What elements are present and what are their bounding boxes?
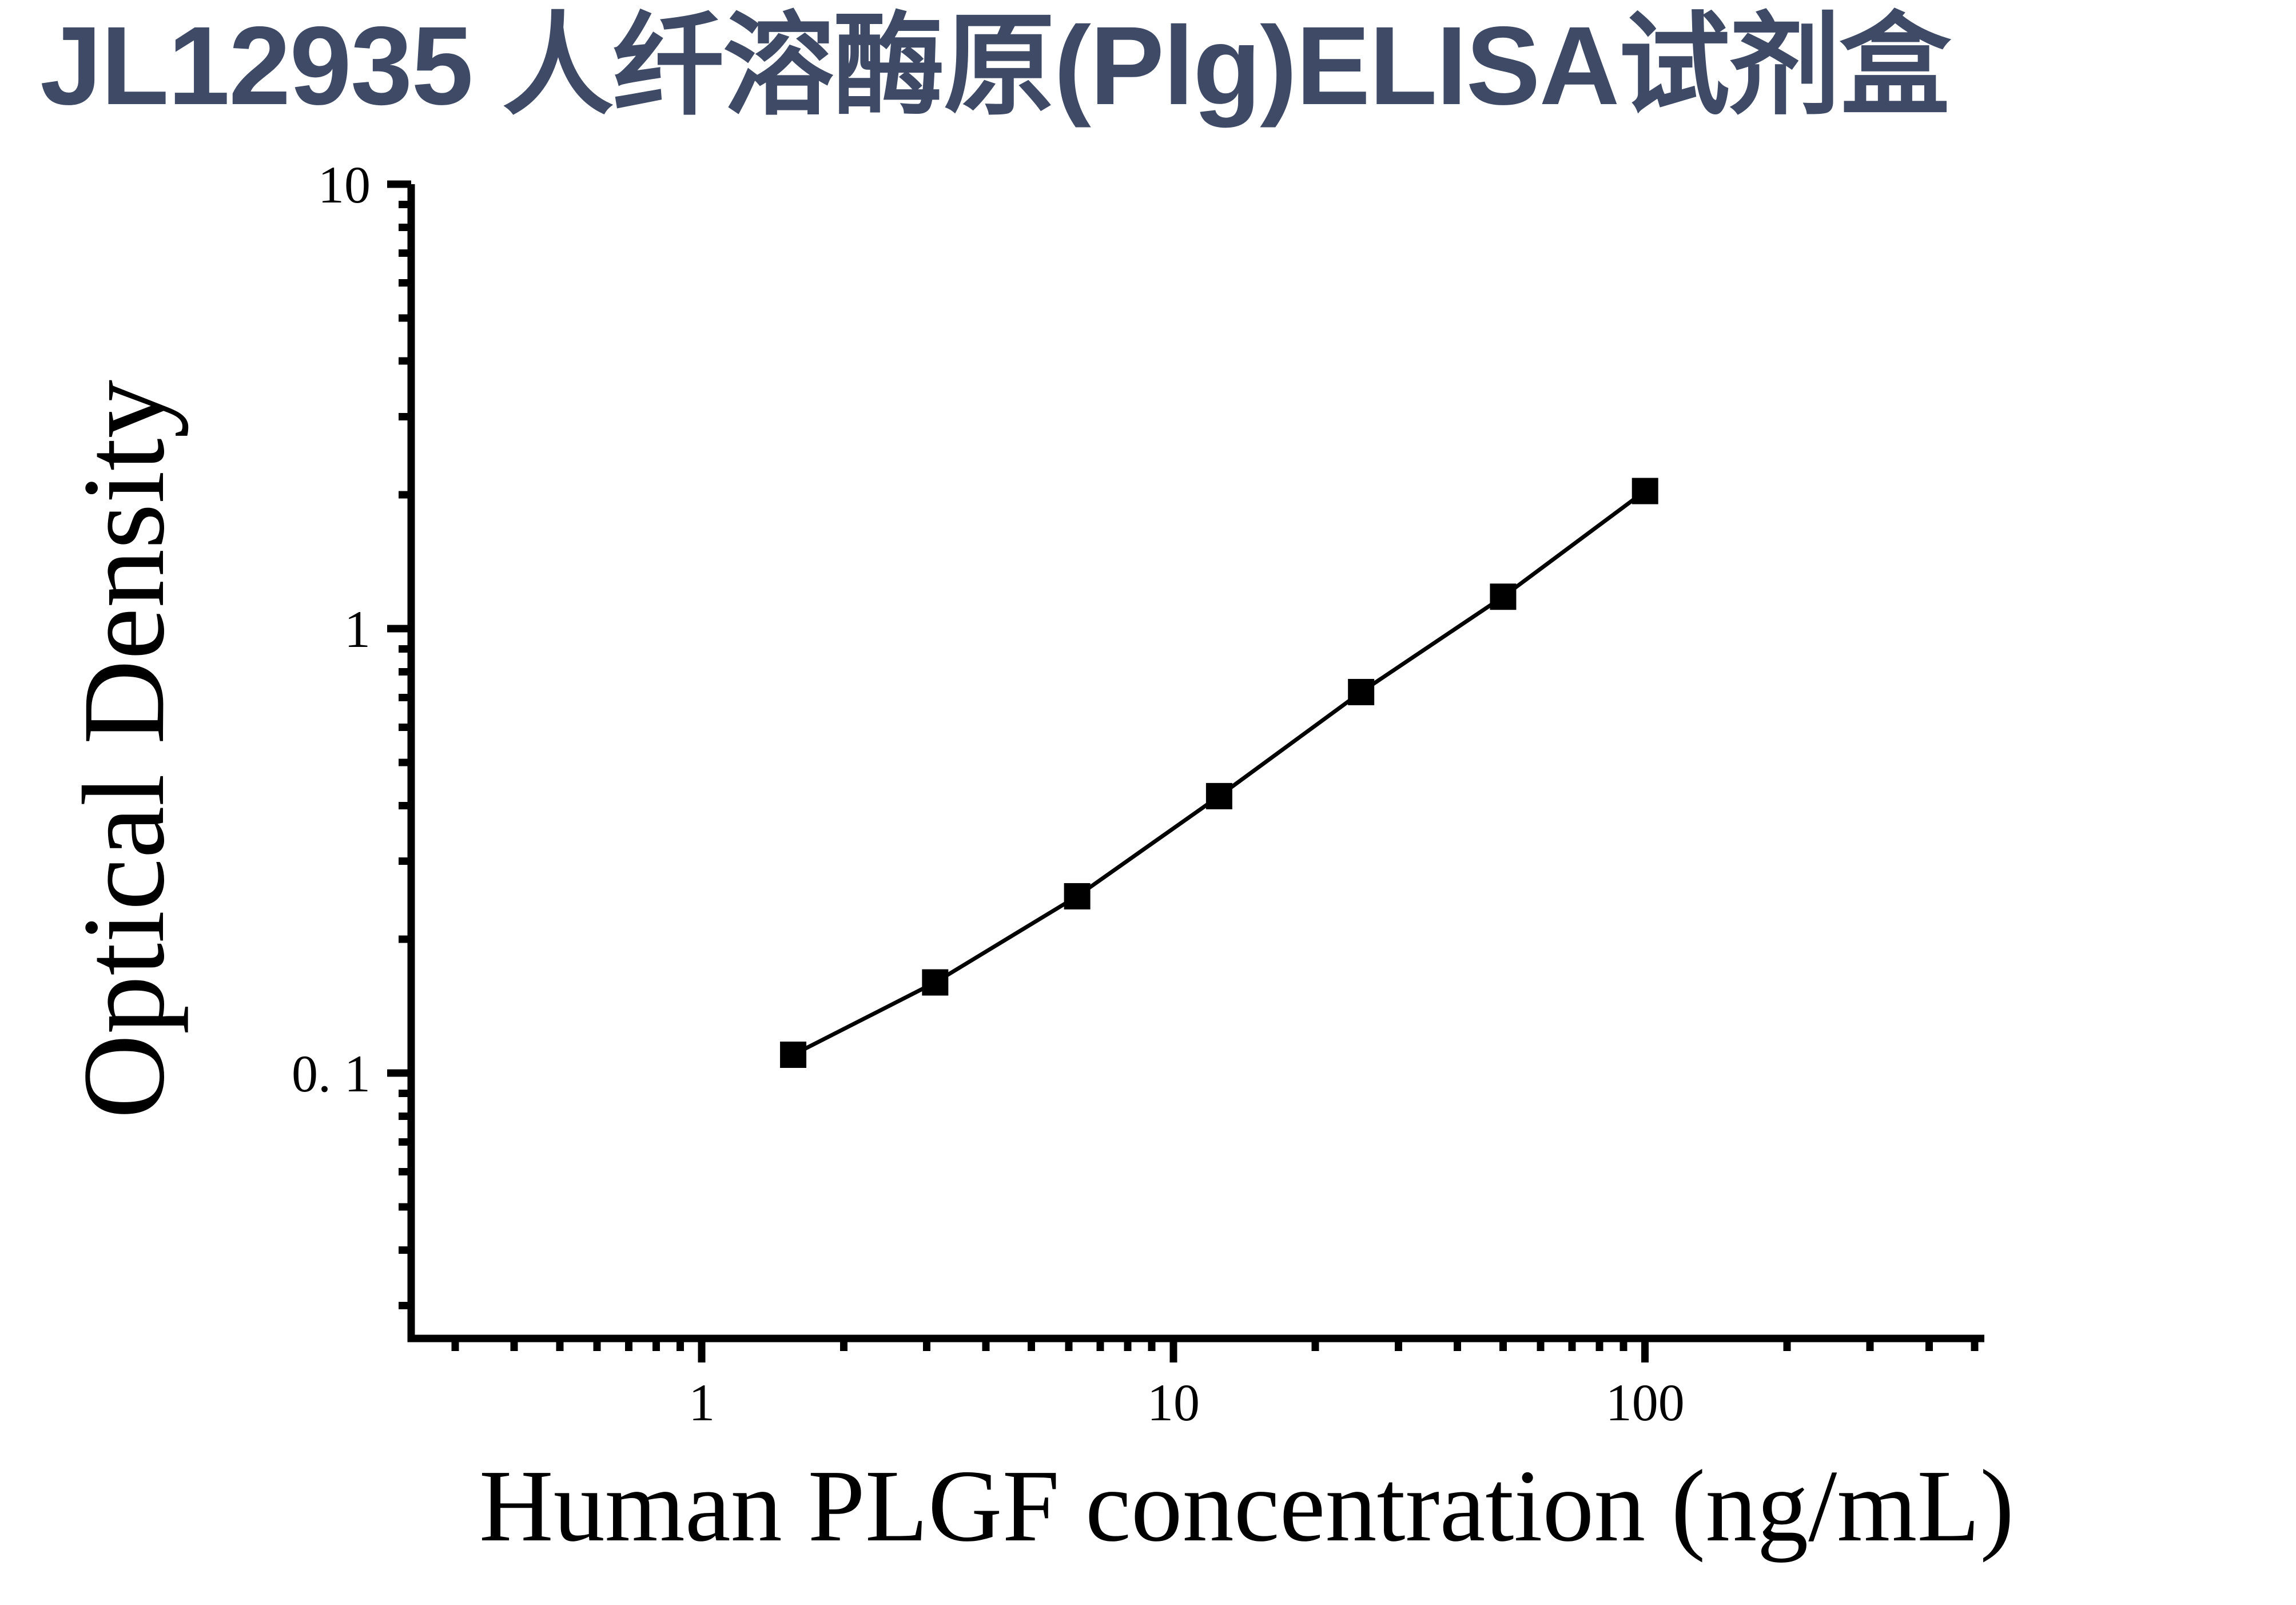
axes [407,184,1984,1342]
data-point-marker [1205,782,1232,809]
data-point-marker [780,1042,807,1068]
data-point-marker [922,969,949,996]
data-point-marker [1348,678,1375,705]
x-tick-label: 100 [1606,1373,1685,1432]
series-standard-curve [780,478,1658,1068]
y-tick-label: 10 [318,156,371,214]
data-line [791,488,1648,1057]
data-point-marker [1632,478,1658,504]
data-point-marker [1064,883,1091,909]
tick-marks [387,180,1979,1362]
tick-labels: 1 10 100 10 1 0. 1 [292,156,1685,1432]
data-point-marker [1490,583,1517,610]
y-axis-title: Optical Density [59,380,189,1119]
page-title: JL12935 人纤溶酶原(Plg)ELISA试剂盒 [40,3,1951,128]
x-axis-title: Human PLGF concentration (ng/mL) [479,1449,2014,1563]
x-tick-label: 1 [689,1373,715,1432]
y-tick-label: 1 [344,600,371,658]
y-tick-label: 0. 1 [292,1044,371,1103]
x-tick-label: 10 [1147,1373,1200,1432]
